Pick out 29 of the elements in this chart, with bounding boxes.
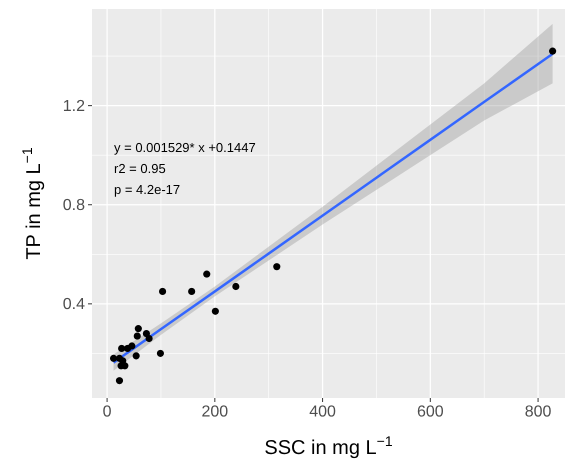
point xyxy=(232,282,240,290)
annotation: r2 = 0.95 xyxy=(114,161,166,176)
x-tick-label: 400 xyxy=(309,403,336,420)
point xyxy=(273,263,280,270)
annotation: p = 4.2e-17 xyxy=(114,182,180,197)
point xyxy=(188,288,196,296)
point xyxy=(156,350,164,357)
point xyxy=(212,308,219,315)
point xyxy=(110,354,118,362)
annotation: y = 0.001529* x +0.1447 xyxy=(114,140,256,155)
point xyxy=(132,352,140,360)
x-tick-label: 800 xyxy=(524,403,552,420)
x-axis-title: SSC in mg L$^{−1}$ xyxy=(264,433,393,459)
y-tick-label: 0.8 xyxy=(62,196,86,214)
point xyxy=(116,354,124,362)
point xyxy=(134,325,142,332)
point xyxy=(146,334,153,342)
point xyxy=(203,270,210,278)
x-tick-label: 0 xyxy=(102,403,112,420)
x-tick-label: 600 xyxy=(416,403,444,420)
point xyxy=(116,377,124,384)
y-tick-label: 0.4 xyxy=(62,296,86,313)
point xyxy=(124,344,132,352)
point xyxy=(134,332,141,340)
point xyxy=(118,344,126,352)
point xyxy=(159,288,166,296)
point xyxy=(549,48,556,55)
x-tick-label: 200 xyxy=(201,403,228,420)
y-tick-label: 1.2 xyxy=(62,98,86,115)
